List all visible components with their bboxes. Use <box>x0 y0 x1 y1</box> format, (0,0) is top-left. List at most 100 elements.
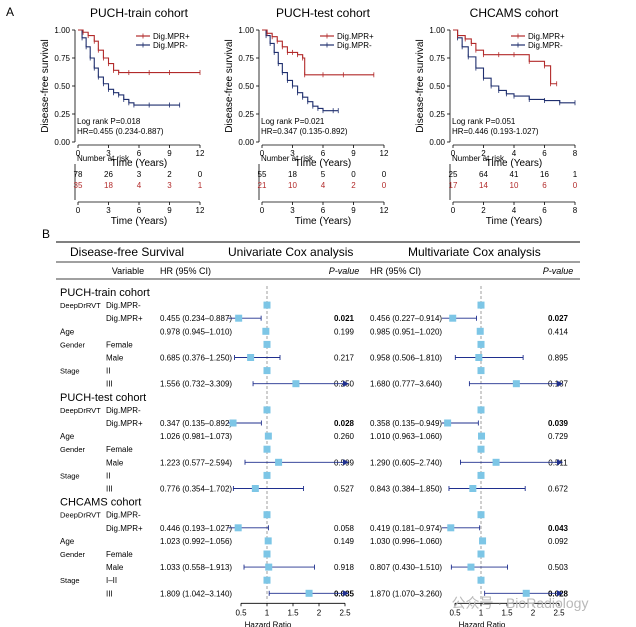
variable-level: Female <box>106 340 133 349</box>
x-tick-label: 0 <box>260 149 265 158</box>
header-multivariate: Multivariate Cox analysis <box>408 245 541 259</box>
risk-count-neg: 35 <box>74 181 83 190</box>
x-axis-label: Time (Years) <box>295 158 352 169</box>
hr-ci-multi: 1.870 (1.070–3.260) <box>370 589 442 598</box>
risk-count-neg: 4 <box>321 181 326 190</box>
variable-name: Stage <box>60 576 80 585</box>
ref-point-uni <box>263 550 271 558</box>
risk-x-axis-label: Time (Years) <box>486 216 543 227</box>
risk-x-tick-label: 0 <box>76 206 81 215</box>
y-tick-label: 0.75 <box>238 54 254 63</box>
variable-level: Male <box>106 458 124 467</box>
hr-point-multi <box>512 380 520 388</box>
forest-tick-label-uni: 2.5 <box>339 608 351 617</box>
variable-level: III <box>106 380 113 389</box>
hr-point-uni <box>292 380 300 388</box>
p-value-multi: 0.503 <box>548 563 569 572</box>
hr-ci-multi: 0.807 (0.430–1.510) <box>370 563 442 572</box>
y-axis-label: Disease-free survival <box>415 39 426 132</box>
col-p-uni: P-value <box>329 266 360 276</box>
hr-ci-uni: 0.347 (0.135–0.892) <box>160 419 232 428</box>
y-tick-label: 0.00 <box>54 138 70 147</box>
hr-ci-uni: 0.685 (0.376–1.250) <box>160 354 232 363</box>
risk-x-tick-label: 4 <box>512 206 517 215</box>
header-dfs: Disease-free Survival <box>70 245 184 259</box>
header-univariate: Univariate Cox analysis <box>228 245 353 259</box>
cohort-name: CHCAMS cohort <box>60 497 141 509</box>
variable-name: Age <box>60 537 75 546</box>
risk-count-neg: 3 <box>167 181 172 190</box>
variable-level: III <box>106 485 113 494</box>
variable-level: Female <box>106 445 133 454</box>
y-tick-label: 1.00 <box>238 26 254 35</box>
variable-name: DeepDrRVT <box>60 301 101 310</box>
ref-point-uni <box>263 340 271 348</box>
x-tick-label: 12 <box>380 149 389 158</box>
hr-point-multi <box>479 537 487 545</box>
hr-ci-uni: 0.776 (0.354–1.702) <box>160 485 232 494</box>
km-panel-2: PUCH-test cohort Disease-free survival0.0… <box>224 6 389 227</box>
p-value-uni: 0.527 <box>334 485 355 494</box>
ref-point-uni <box>263 471 271 479</box>
legend-label-pos: Dig.MPR+ <box>528 32 565 41</box>
cohort-name: PUCH-test cohort <box>60 392 146 404</box>
hr-ci-multi: 1.680 (0.777–3.640) <box>370 380 442 389</box>
p-value-multi: 0.729 <box>548 432 569 441</box>
x-tick-label: 0 <box>76 149 81 158</box>
hr-ci-uni: 0.978 (0.945–1.010) <box>160 327 232 336</box>
hr-ci-multi: 0.843 (0.384–1.850) <box>370 485 442 494</box>
p-value-multi: 0.027 <box>548 314 569 323</box>
hr-point-multi <box>475 354 483 361</box>
risk-count-pos: 78 <box>74 170 83 179</box>
risk-count-pos: 0 <box>382 170 387 179</box>
hr-point-uni <box>264 537 272 545</box>
hr-point-multi <box>492 458 500 466</box>
variable-level: Female <box>106 550 133 559</box>
hr-point-uni <box>235 314 243 322</box>
col-hr-multi: HR (95% CI) <box>370 266 421 276</box>
risk-x-tick-label: 2 <box>481 206 486 215</box>
hr-point-uni <box>265 563 273 571</box>
p-value-uni: 0.199 <box>334 327 355 336</box>
risk-table-title: Number at risk <box>452 154 505 163</box>
ref-point-multi <box>477 301 485 309</box>
variable-name: Gender <box>60 550 86 559</box>
risk-count-neg: 0 <box>573 181 578 190</box>
y-tick-label: 0.25 <box>54 110 70 119</box>
y-tick-label: 1.00 <box>54 26 70 35</box>
risk-count-neg: 6 <box>542 181 547 190</box>
x-tick-label: 3 <box>106 149 111 158</box>
hr-ci-multi: 0.985 (0.951–1.020) <box>370 327 442 336</box>
y-tick-label: 0.25 <box>238 110 254 119</box>
p-value-uni: 0.149 <box>334 537 355 546</box>
variable-level: Male <box>106 354 124 363</box>
hr-point-multi <box>476 327 484 335</box>
ref-point-uni <box>263 445 271 453</box>
legend-label-neg: Dig.MPR- <box>337 41 372 50</box>
y-tick-label: 0.50 <box>238 82 254 91</box>
km-panel-1: PUCH-train cohort Disease-free survival0.… <box>40 6 205 227</box>
variable-name: Age <box>60 327 75 336</box>
risk-x-tick-label: 12 <box>380 206 389 215</box>
risk-count-neg: 10 <box>288 181 297 190</box>
variable-level: Dig.MPR- <box>106 511 141 520</box>
hr-point-uni <box>275 458 283 466</box>
p-value-multi: 0.092 <box>548 537 569 546</box>
risk-x-tick-label: 0 <box>451 206 456 215</box>
col-p-multi: P-value <box>543 266 574 276</box>
y-tick-label: 1.00 <box>429 26 445 35</box>
hr-point-multi <box>467 563 475 571</box>
hr-ci-multi: 0.958 (0.506–1.810) <box>370 354 442 363</box>
y-tick-label: 0.75 <box>429 54 445 63</box>
hr-point-uni <box>247 354 255 361</box>
p-value-multi: 0.039 <box>548 419 569 428</box>
hr-point-uni <box>251 485 259 492</box>
risk-count-pos: 25 <box>449 170 458 179</box>
variable-name: Gender <box>60 340 86 349</box>
variable-name: DeepDrRVT <box>60 511 101 520</box>
hr-point-uni <box>305 589 313 597</box>
p-value-multi: 0.672 <box>548 485 569 494</box>
ref-point-uni <box>263 406 271 414</box>
